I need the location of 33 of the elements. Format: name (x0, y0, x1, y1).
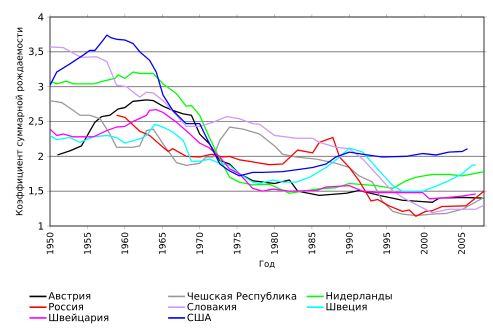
y-tick-label: 1 (38, 222, 44, 230)
line-series (116, 114, 484, 217)
x-tick-label: 1980 (271, 232, 278, 254)
x-tick-label: 1955 (84, 232, 91, 254)
x-tick-label: 2000 (420, 232, 428, 254)
legend-label: Чешская Республика (188, 292, 296, 302)
legend-label: Нидерланды (326, 292, 392, 302)
x-tick-label: 1990 (346, 232, 353, 254)
y-tick-label: 3,5 (28, 48, 44, 56)
legend-label: Швеция (326, 302, 367, 312)
y-tick-label: 4 (38, 13, 44, 21)
x-tick-label: 1970 (196, 232, 204, 254)
x-axis-title: Год (260, 260, 275, 268)
line-series (50, 46, 484, 214)
line-series (50, 124, 476, 192)
x-tick-label: 2005 (458, 232, 465, 254)
x-tick-label: 1960 (121, 232, 128, 254)
x-tick-label: 1965 (158, 232, 166, 254)
line-series (50, 34, 468, 176)
legend-label: Россия (49, 302, 84, 310)
x-tick-label: 1975 (234, 232, 240, 254)
x-tick-label: 1995 (383, 232, 390, 254)
legend-label: Австрия (48, 292, 90, 302)
y-tick-label: 1,5 (29, 186, 44, 196)
legend-label: США (187, 314, 212, 322)
x-tick-label: 1950 (46, 232, 54, 254)
y-axis-title: Коэффициент суммарной рождаемости (16, 28, 24, 216)
x-tick-label: 1985 (308, 232, 316, 254)
y-tick-label: 2,5 (28, 117, 44, 126)
y-tick-label: 3 (38, 82, 44, 90)
legend-label: Швейцария (49, 314, 108, 324)
legend-label: Словакия (187, 302, 236, 310)
y-tick-label: 2 (38, 152, 43, 160)
